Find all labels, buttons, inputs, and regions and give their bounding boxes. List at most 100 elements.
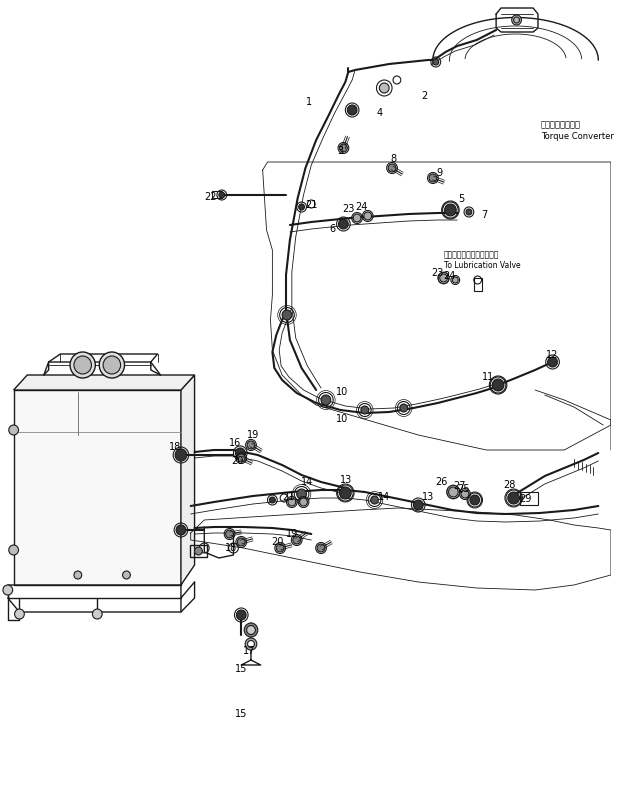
Circle shape — [388, 164, 396, 172]
Text: 24: 24 — [443, 271, 456, 281]
Circle shape — [236, 610, 246, 620]
Text: 25: 25 — [457, 484, 469, 494]
Bar — [521, 492, 538, 505]
Text: 9: 9 — [436, 168, 443, 178]
Text: 28: 28 — [504, 480, 516, 490]
Circle shape — [347, 105, 357, 115]
Circle shape — [176, 525, 186, 535]
Text: 21: 21 — [305, 200, 318, 210]
Circle shape — [400, 404, 408, 412]
Text: 8: 8 — [390, 154, 396, 164]
Circle shape — [548, 357, 558, 367]
Text: 23: 23 — [342, 204, 354, 214]
Polygon shape — [181, 375, 195, 585]
Text: 18: 18 — [169, 442, 181, 452]
Circle shape — [14, 609, 24, 619]
Circle shape — [225, 530, 234, 538]
Text: 14: 14 — [301, 477, 313, 487]
Circle shape — [364, 212, 372, 220]
Circle shape — [448, 487, 458, 497]
Circle shape — [237, 538, 245, 546]
Circle shape — [340, 487, 351, 499]
Circle shape — [219, 192, 225, 198]
Circle shape — [492, 379, 504, 391]
Text: 14: 14 — [378, 492, 391, 502]
Text: 17: 17 — [243, 646, 255, 656]
Text: 10: 10 — [337, 387, 349, 397]
Text: 18: 18 — [225, 543, 237, 553]
Polygon shape — [14, 375, 195, 390]
Text: 19: 19 — [286, 529, 298, 539]
Text: 1: 1 — [306, 97, 312, 107]
Circle shape — [321, 395, 331, 405]
Circle shape — [9, 425, 18, 435]
Text: To Lubrication Valve: To Lubrication Valve — [443, 261, 520, 270]
Circle shape — [445, 204, 457, 216]
Circle shape — [103, 356, 121, 374]
Text: 19: 19 — [247, 430, 259, 440]
Text: 12: 12 — [546, 350, 559, 360]
Circle shape — [300, 498, 308, 506]
Text: 11: 11 — [482, 372, 494, 382]
Bar — [212, 191, 222, 198]
Text: Torque Converter: Torque Converter — [541, 132, 614, 141]
Circle shape — [282, 310, 292, 320]
Circle shape — [466, 209, 472, 215]
Circle shape — [245, 638, 257, 650]
Text: 16: 16 — [229, 438, 242, 448]
Text: 10: 10 — [337, 414, 349, 424]
Text: 20: 20 — [271, 537, 283, 547]
Circle shape — [452, 277, 458, 283]
Circle shape — [237, 454, 245, 462]
Circle shape — [276, 544, 284, 552]
Bar — [190, 545, 207, 557]
Circle shape — [440, 274, 448, 282]
Circle shape — [413, 500, 423, 510]
Circle shape — [340, 144, 347, 152]
Text: 5: 5 — [458, 194, 464, 204]
Text: 2: 2 — [421, 91, 427, 101]
Circle shape — [9, 545, 18, 555]
Circle shape — [247, 625, 256, 634]
Circle shape — [338, 219, 349, 229]
Circle shape — [470, 495, 480, 505]
Circle shape — [353, 214, 361, 222]
Text: トルクコンバータ: トルクコンバータ — [541, 121, 581, 129]
Bar — [474, 278, 482, 291]
Circle shape — [288, 498, 296, 506]
Circle shape — [236, 448, 245, 458]
Circle shape — [512, 15, 521, 25]
Text: 13: 13 — [422, 492, 434, 502]
Circle shape — [99, 352, 124, 378]
Circle shape — [508, 492, 519, 504]
Circle shape — [247, 441, 255, 449]
Text: 22: 22 — [204, 192, 217, 202]
Text: 3: 3 — [337, 146, 344, 156]
Circle shape — [293, 536, 301, 544]
Bar — [14, 390, 181, 585]
Circle shape — [296, 489, 306, 499]
Text: 20: 20 — [231, 456, 244, 466]
Circle shape — [175, 449, 187, 461]
Text: ルブリケーションバルブへ: ルブリケーションバルブへ — [443, 251, 499, 260]
Text: 27: 27 — [453, 481, 465, 491]
Circle shape — [371, 496, 379, 504]
Text: 13: 13 — [340, 475, 352, 485]
Circle shape — [74, 356, 92, 374]
Circle shape — [429, 174, 437, 182]
Circle shape — [247, 641, 254, 647]
Text: 6: 6 — [330, 224, 336, 234]
Text: 15: 15 — [235, 664, 247, 674]
Text: 15: 15 — [235, 709, 247, 719]
Text: 26: 26 — [435, 477, 448, 487]
Text: 4: 4 — [376, 108, 382, 118]
Circle shape — [269, 497, 275, 503]
Circle shape — [461, 490, 469, 498]
Circle shape — [70, 352, 95, 378]
Circle shape — [92, 609, 102, 619]
Circle shape — [299, 204, 305, 210]
Circle shape — [361, 406, 369, 414]
Text: 7: 7 — [481, 210, 487, 220]
Circle shape — [195, 547, 202, 555]
Circle shape — [317, 544, 325, 552]
